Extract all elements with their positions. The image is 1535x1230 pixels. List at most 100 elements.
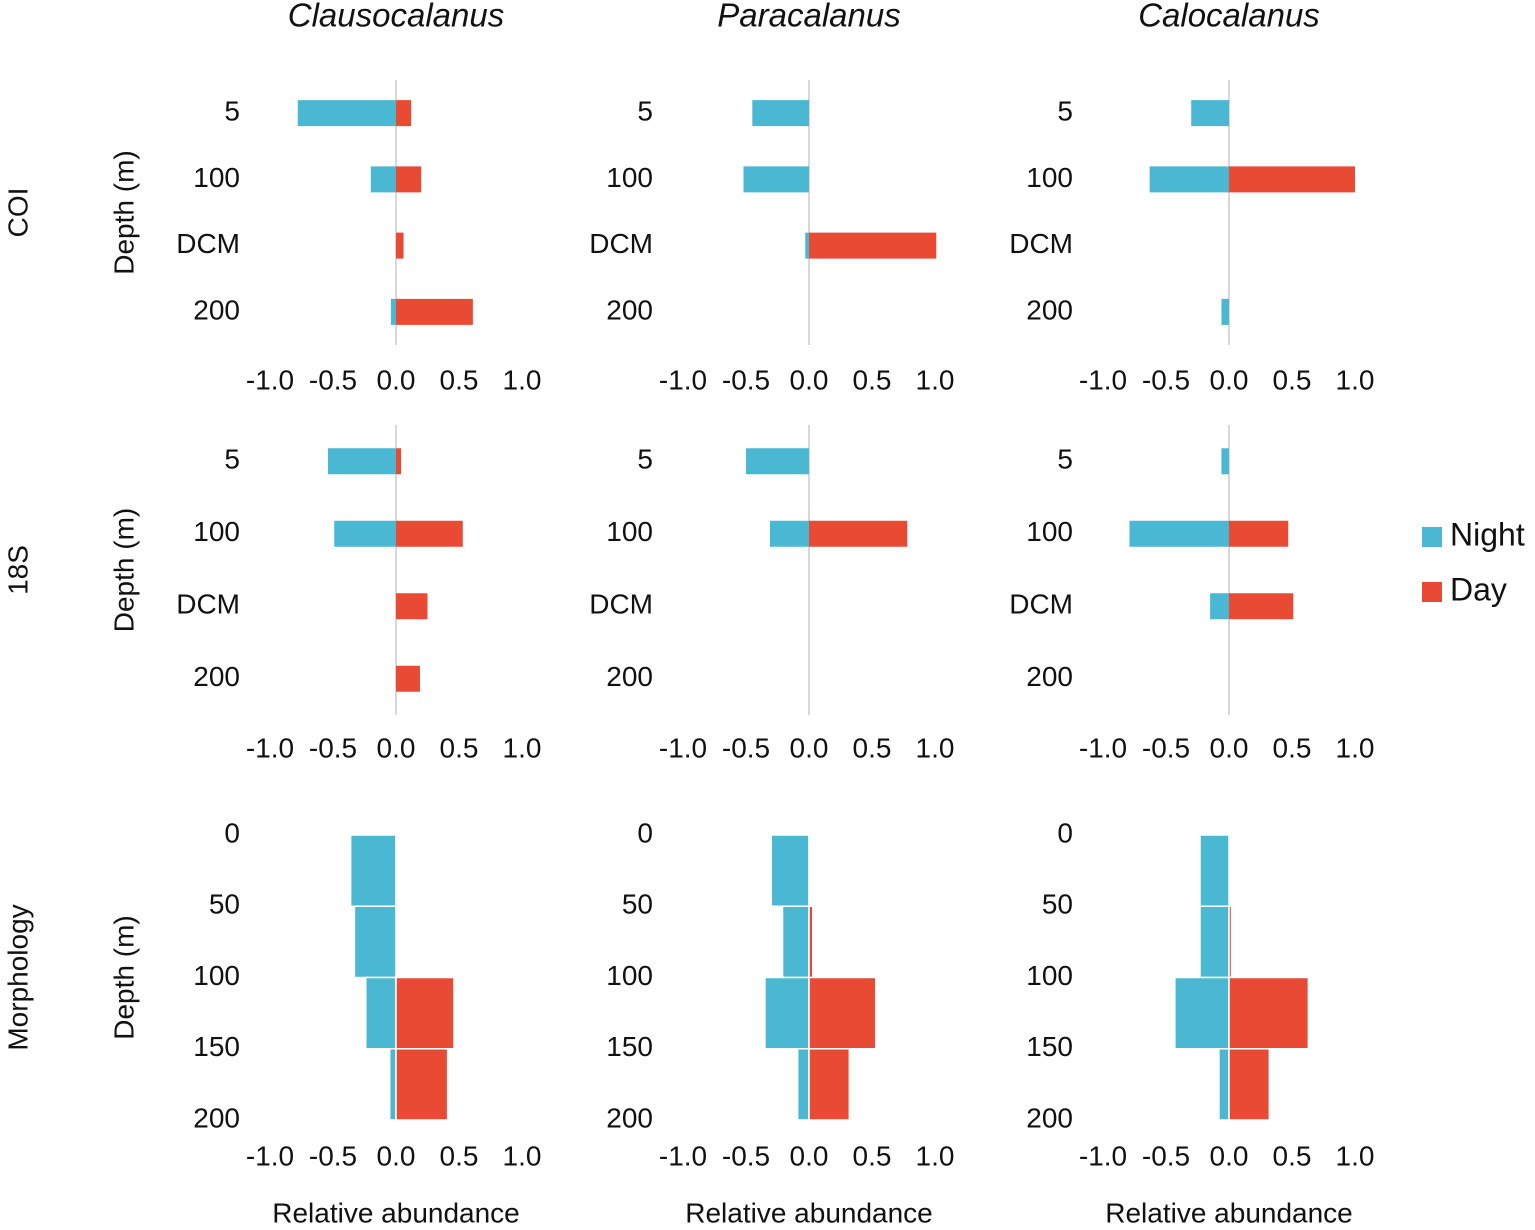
bar	[396, 166, 422, 193]
column-title: Clausocalanus	[288, 0, 504, 34]
x-tick-label: 1.0	[916, 364, 955, 395]
histogram-bar	[770, 834, 810, 907]
x-tick-label: 1.0	[503, 732, 542, 763]
bar	[809, 520, 908, 547]
bar	[1229, 593, 1294, 620]
x-tick-label: 0.5	[440, 732, 479, 763]
x-tick-label: 0.5	[853, 364, 892, 395]
x-tick-label: -0.5	[722, 364, 770, 395]
y-tick-label: 100	[1026, 162, 1073, 193]
bar	[746, 448, 809, 475]
y-tick-label: 200	[1026, 661, 1073, 692]
bar	[396, 232, 404, 259]
bar	[327, 448, 396, 475]
x-tick-label: -0.5	[309, 1140, 357, 1171]
bar	[396, 593, 428, 620]
histogram-bar	[1228, 976, 1310, 1050]
histogram-bar	[808, 1048, 851, 1121]
x-tick-label: 0.0	[790, 1140, 829, 1171]
y-tick-label: 50	[1042, 889, 1073, 920]
histogram-bar	[395, 976, 455, 1050]
histogram-bar	[808, 834, 812, 907]
x-tick-label: -0.5	[722, 1140, 770, 1171]
bar	[396, 298, 473, 325]
x-tick-label: 0.0	[790, 732, 829, 763]
histogram-bar	[365, 976, 397, 1050]
histogram-bar	[349, 834, 397, 907]
legend-label: Day	[1450, 571, 1507, 607]
x-tick-label: 0.5	[1273, 1140, 1312, 1171]
x-tick-label: -0.5	[309, 364, 357, 395]
histogram-bar	[353, 905, 397, 979]
y-tick-label: 50	[209, 889, 240, 920]
x-tick-label: 0.5	[440, 364, 479, 395]
x-tick-label: -0.5	[1142, 364, 1190, 395]
histogram-bar	[1228, 905, 1233, 979]
bar	[1210, 593, 1229, 620]
bar	[297, 100, 396, 127]
x-tick-label: -1.0	[246, 1140, 294, 1171]
y-tick-label: 200	[1026, 294, 1073, 325]
histogram-bar	[808, 905, 814, 979]
x-tick-label: -0.5	[1142, 732, 1190, 763]
x-tick-label: -1.0	[1079, 732, 1127, 763]
x-tick-label: 1.0	[1336, 1140, 1375, 1171]
histogram-bar	[796, 1048, 810, 1121]
histogram-bar	[808, 976, 877, 1050]
x-tick-label: 0.0	[377, 1140, 416, 1171]
x-tick-label: -0.5	[722, 732, 770, 763]
bar	[396, 665, 420, 692]
bar	[396, 520, 463, 547]
x-tick-label: 0.5	[1273, 732, 1312, 763]
x-axis-label: Relative abundance	[1105, 1197, 1353, 1228]
column-title: Calocalanus	[1138, 0, 1320, 34]
y-axis-label: Depth (m)	[108, 508, 139, 632]
y-tick-label: DCM	[1009, 228, 1073, 259]
y-tick-label: 5	[637, 444, 653, 475]
bar	[396, 448, 402, 475]
y-tick-label: 5	[224, 96, 240, 127]
bar	[1229, 520, 1289, 547]
bar	[805, 232, 809, 259]
y-axis-label: Depth (m)	[108, 150, 139, 274]
y-tick-label: 5	[224, 444, 240, 475]
histogram-bar	[1199, 834, 1230, 907]
y-tick-label: DCM	[176, 589, 240, 620]
y-tick-label: DCM	[176, 228, 240, 259]
x-tick-label: 1.0	[503, 1140, 542, 1171]
bar	[390, 298, 396, 325]
bar	[752, 100, 809, 127]
y-tick-label: 100	[606, 960, 653, 991]
histogram-bar	[1218, 1048, 1230, 1121]
y-tick-label: 200	[1026, 1102, 1073, 1133]
y-tick-label: 100	[193, 960, 240, 991]
x-tick-label: 1.0	[1336, 364, 1375, 395]
x-tick-label: 0.5	[440, 1140, 479, 1171]
x-tick-label: 0.0	[1210, 732, 1249, 763]
y-tick-label: 100	[1026, 960, 1073, 991]
bar	[1129, 520, 1229, 547]
y-tick-label: 0	[224, 817, 240, 848]
row-label: COI	[2, 188, 33, 238]
bar	[1191, 100, 1229, 127]
histogram-bar	[1199, 905, 1230, 979]
y-tick-label: 100	[193, 162, 240, 193]
x-tick-label: 1.0	[503, 364, 542, 395]
x-tick-label: -1.0	[659, 1140, 707, 1171]
bar	[1149, 166, 1229, 193]
x-tick-label: 0.5	[1273, 364, 1312, 395]
x-tick-label: 1.0	[916, 732, 955, 763]
legend-swatch	[1422, 582, 1442, 602]
y-tick-label: 50	[622, 889, 653, 920]
y-tick-label: 200	[606, 1102, 653, 1133]
x-tick-label: -1.0	[246, 732, 294, 763]
x-tick-label: 0.5	[853, 1140, 892, 1171]
histogram-bar	[1228, 1048, 1271, 1121]
row-label: 18S	[2, 545, 33, 595]
y-tick-label: 0	[1057, 817, 1073, 848]
y-tick-label: DCM	[589, 589, 653, 620]
x-tick-label: -1.0	[1079, 364, 1127, 395]
x-tick-label: 0.5	[853, 732, 892, 763]
